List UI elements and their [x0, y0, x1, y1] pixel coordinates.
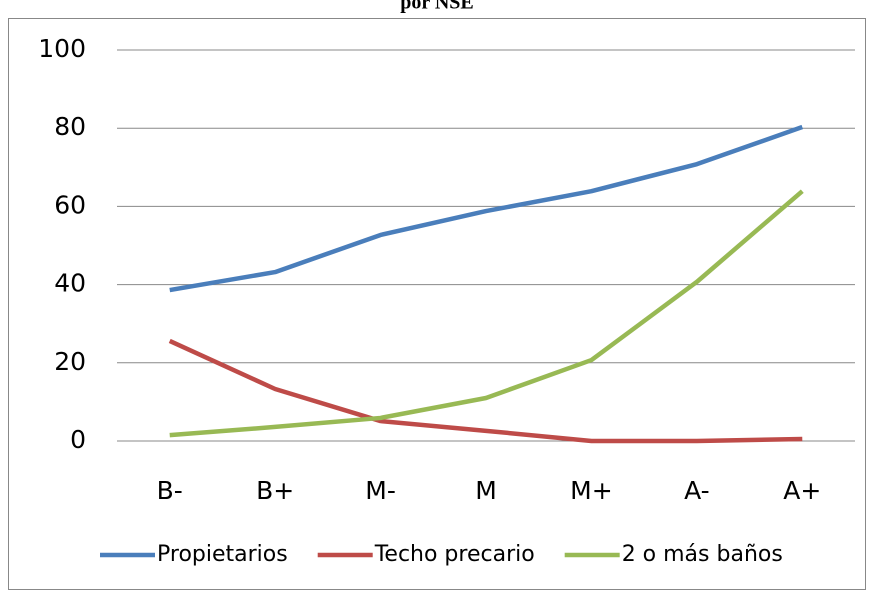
x-tick-label: M+	[570, 476, 613, 505]
series-line	[168, 338, 803, 444]
y-tick-label: 100	[38, 34, 86, 63]
x-tick-label: M-	[365, 476, 396, 505]
y-tick-label: 0	[70, 425, 86, 454]
chart-frame	[8, 18, 866, 590]
title-backdrop	[380, 0, 494, 18]
y-tick-label: 40	[54, 269, 86, 298]
chart-title: por NSE	[400, 0, 474, 14]
y-tick-label: 80	[54, 112, 86, 141]
y-tick-label: 60	[54, 190, 86, 219]
legend-label: Techo precario	[374, 542, 535, 567]
x-tick-label: B+	[256, 476, 294, 505]
x-tick-label: A+	[783, 476, 821, 505]
x-tick-label: A-	[684, 476, 710, 505]
x-tick-label: B-	[157, 476, 183, 505]
x-tick-label: M	[475, 476, 497, 505]
legend-label: Propietarios	[157, 542, 288, 567]
series-line	[169, 189, 804, 438]
legend-label: 2 o más baños	[622, 542, 783, 567]
y-tick-label: 20	[54, 347, 86, 376]
series-line	[169, 124, 804, 293]
